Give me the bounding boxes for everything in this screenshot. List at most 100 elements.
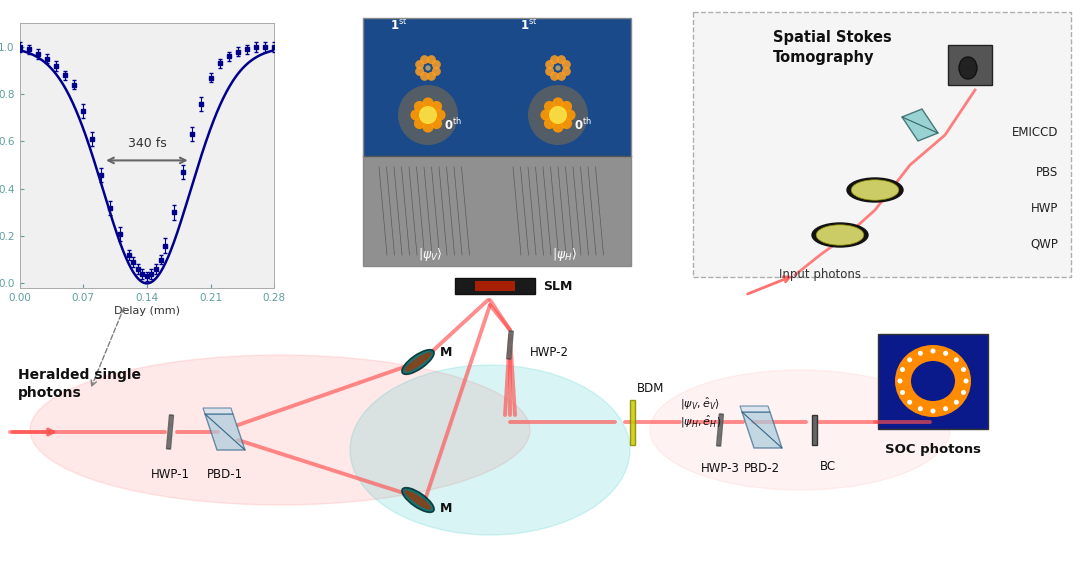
Text: Spatial Stokes: Spatial Stokes	[773, 30, 892, 45]
Bar	[507, 331, 513, 359]
Circle shape	[560, 101, 572, 112]
Circle shape	[541, 109, 552, 120]
Circle shape	[943, 406, 948, 411]
Text: PBS: PBS	[1035, 165, 1058, 179]
Circle shape	[560, 118, 572, 129]
Text: PBD-2: PBD-2	[744, 462, 780, 475]
Bar	[718, 414, 723, 446]
Text: 0$^{\rm th}$: 0$^{\rm th}$	[575, 117, 592, 133]
Circle shape	[964, 378, 968, 384]
Ellipse shape	[959, 57, 977, 79]
Circle shape	[421, 55, 429, 64]
Bar	[630, 400, 635, 445]
Ellipse shape	[404, 352, 431, 372]
Circle shape	[553, 97, 564, 109]
Circle shape	[557, 55, 566, 64]
Text: 1$^{\rm st}$: 1$^{\rm st}$	[520, 17, 538, 33]
Bar	[507, 331, 513, 359]
Text: HWP-3: HWP-3	[700, 462, 739, 475]
Bar	[167, 415, 173, 449]
Circle shape	[427, 55, 436, 64]
Circle shape	[425, 65, 430, 70]
Circle shape	[562, 67, 571, 76]
Bar	[363, 156, 631, 266]
Circle shape	[414, 118, 425, 129]
Circle shape	[930, 349, 935, 353]
Circle shape	[900, 390, 905, 395]
Text: HWP-1: HWP-1	[151, 468, 190, 481]
Text: HWP: HWP	[1031, 201, 1058, 215]
Text: PBD-1: PBD-1	[207, 468, 243, 481]
Text: $|\psi_H, \hat{e}_H\rangle$: $|\psi_H, \hat{e}_H\rangle$	[680, 413, 721, 430]
Circle shape	[398, 85, 459, 145]
Text: EMICCD: EMICCD	[1011, 126, 1058, 139]
Text: SOC photons: SOC photons	[885, 443, 981, 456]
Bar	[363, 18, 631, 156]
Ellipse shape	[402, 488, 434, 512]
Text: M: M	[440, 502, 452, 514]
Circle shape	[430, 101, 442, 112]
Circle shape	[415, 67, 424, 76]
Ellipse shape	[847, 178, 903, 202]
Circle shape	[943, 351, 948, 356]
Ellipse shape	[851, 180, 899, 200]
Text: QWP: QWP	[1030, 237, 1058, 250]
Circle shape	[930, 409, 935, 413]
Text: SLM: SLM	[543, 279, 572, 293]
Ellipse shape	[650, 370, 950, 490]
Circle shape	[430, 118, 442, 129]
Text: Input photons: Input photons	[779, 268, 861, 281]
FancyBboxPatch shape	[948, 45, 992, 85]
Circle shape	[557, 72, 566, 81]
Polygon shape	[740, 406, 770, 412]
Circle shape	[545, 60, 554, 69]
Circle shape	[565, 109, 576, 120]
Text: 340 fs: 340 fs	[128, 137, 166, 150]
Circle shape	[421, 72, 429, 81]
Text: Heralded single: Heralded single	[18, 368, 141, 382]
Bar	[363, 18, 631, 266]
Text: 1$^{\rm st}$: 1$^{\rm st}$	[390, 17, 408, 33]
Circle shape	[555, 65, 560, 70]
Bar	[167, 415, 173, 449]
Circle shape	[431, 67, 441, 76]
Circle shape	[549, 106, 567, 124]
Text: photons: photons	[18, 386, 81, 400]
Circle shape	[553, 122, 564, 133]
Text: 0$^{\rm th}$: 0$^{\rm th}$	[444, 117, 462, 133]
Circle shape	[962, 390, 966, 395]
Ellipse shape	[895, 345, 971, 417]
Circle shape	[544, 118, 555, 129]
Circle shape	[427, 72, 436, 81]
Polygon shape	[743, 412, 782, 448]
Text: Tomography: Tomography	[773, 50, 875, 65]
Circle shape	[528, 85, 588, 145]
Circle shape	[423, 97, 434, 109]
Text: M: M	[440, 346, 452, 359]
Circle shape	[898, 378, 903, 384]
Ellipse shape	[402, 350, 434, 374]
Text: BC: BC	[820, 460, 836, 473]
Ellipse shape	[30, 355, 530, 505]
Bar	[812, 415, 817, 445]
Bar	[455, 278, 535, 294]
Circle shape	[907, 357, 912, 362]
Ellipse shape	[350, 365, 630, 535]
Circle shape	[435, 109, 446, 120]
Polygon shape	[205, 414, 245, 450]
Circle shape	[414, 101, 425, 112]
Circle shape	[411, 109, 422, 120]
Circle shape	[545, 67, 554, 76]
Text: $|\psi_V\rangle$: $|\psi_V\rangle$	[417, 246, 442, 263]
Bar	[717, 414, 723, 446]
Circle shape	[423, 122, 434, 133]
Ellipse shape	[812, 223, 868, 247]
Polygon shape	[203, 408, 233, 414]
Circle shape	[415, 60, 424, 69]
Circle shape	[900, 367, 905, 372]
Text: $|\psi_H\rangle$: $|\psi_H\rangle$	[553, 246, 578, 263]
Circle shape	[431, 60, 441, 69]
Ellipse shape	[816, 225, 864, 245]
Text: BDM: BDM	[637, 382, 664, 395]
Circle shape	[954, 357, 959, 362]
